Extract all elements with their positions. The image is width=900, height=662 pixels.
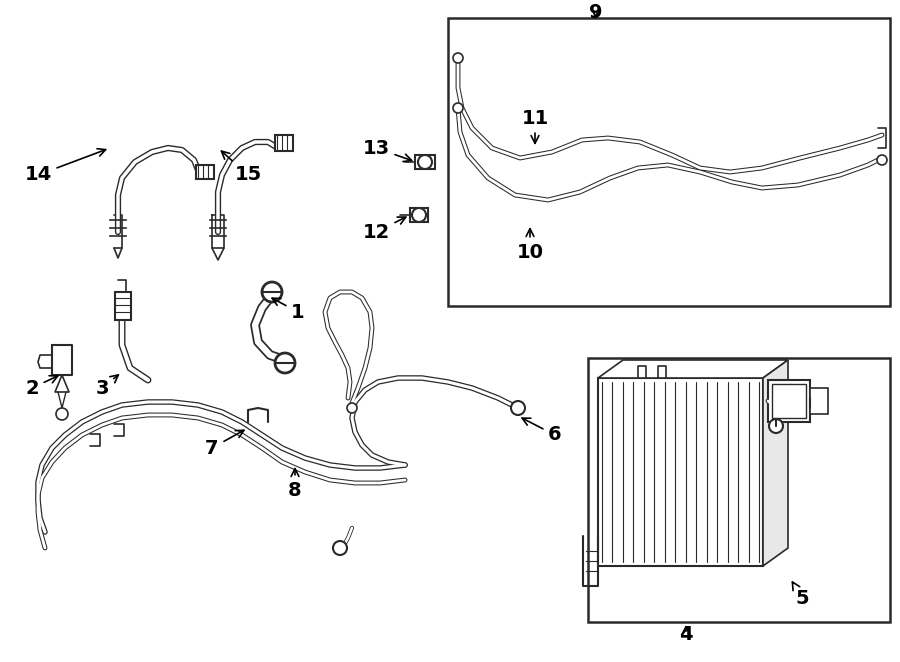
- Bar: [115, 292, 131, 320]
- Circle shape: [511, 401, 525, 415]
- Bar: [410, 208, 428, 222]
- Circle shape: [877, 155, 887, 165]
- Bar: [275, 135, 293, 151]
- Text: 13: 13: [363, 138, 411, 162]
- Circle shape: [333, 541, 347, 555]
- Text: 14: 14: [24, 149, 105, 185]
- Text: 4: 4: [680, 624, 693, 643]
- Circle shape: [412, 208, 426, 222]
- Circle shape: [769, 419, 783, 433]
- Circle shape: [453, 53, 463, 63]
- Bar: [196, 165, 214, 179]
- Circle shape: [418, 155, 432, 169]
- Bar: [772, 384, 806, 418]
- Bar: [588, 358, 890, 622]
- Bar: [598, 378, 763, 566]
- Text: 8: 8: [288, 469, 302, 500]
- Text: 9: 9: [590, 3, 603, 21]
- Text: 2: 2: [25, 376, 58, 397]
- Bar: [415, 155, 435, 169]
- Circle shape: [275, 353, 295, 373]
- Bar: [448, 18, 890, 306]
- Bar: [768, 380, 810, 422]
- Text: 12: 12: [363, 217, 406, 242]
- Text: 11: 11: [521, 109, 549, 144]
- Text: 10: 10: [517, 228, 544, 261]
- Circle shape: [453, 103, 463, 113]
- Circle shape: [347, 403, 357, 413]
- Text: 6: 6: [522, 418, 562, 444]
- Text: 1: 1: [272, 298, 305, 322]
- Circle shape: [56, 408, 68, 420]
- Text: 3: 3: [95, 375, 119, 397]
- Circle shape: [262, 282, 282, 302]
- Polygon shape: [763, 360, 788, 566]
- Bar: [810, 388, 828, 414]
- Polygon shape: [598, 360, 788, 378]
- Text: 7: 7: [205, 430, 244, 457]
- Text: 15: 15: [221, 151, 262, 185]
- Text: 5: 5: [792, 582, 809, 608]
